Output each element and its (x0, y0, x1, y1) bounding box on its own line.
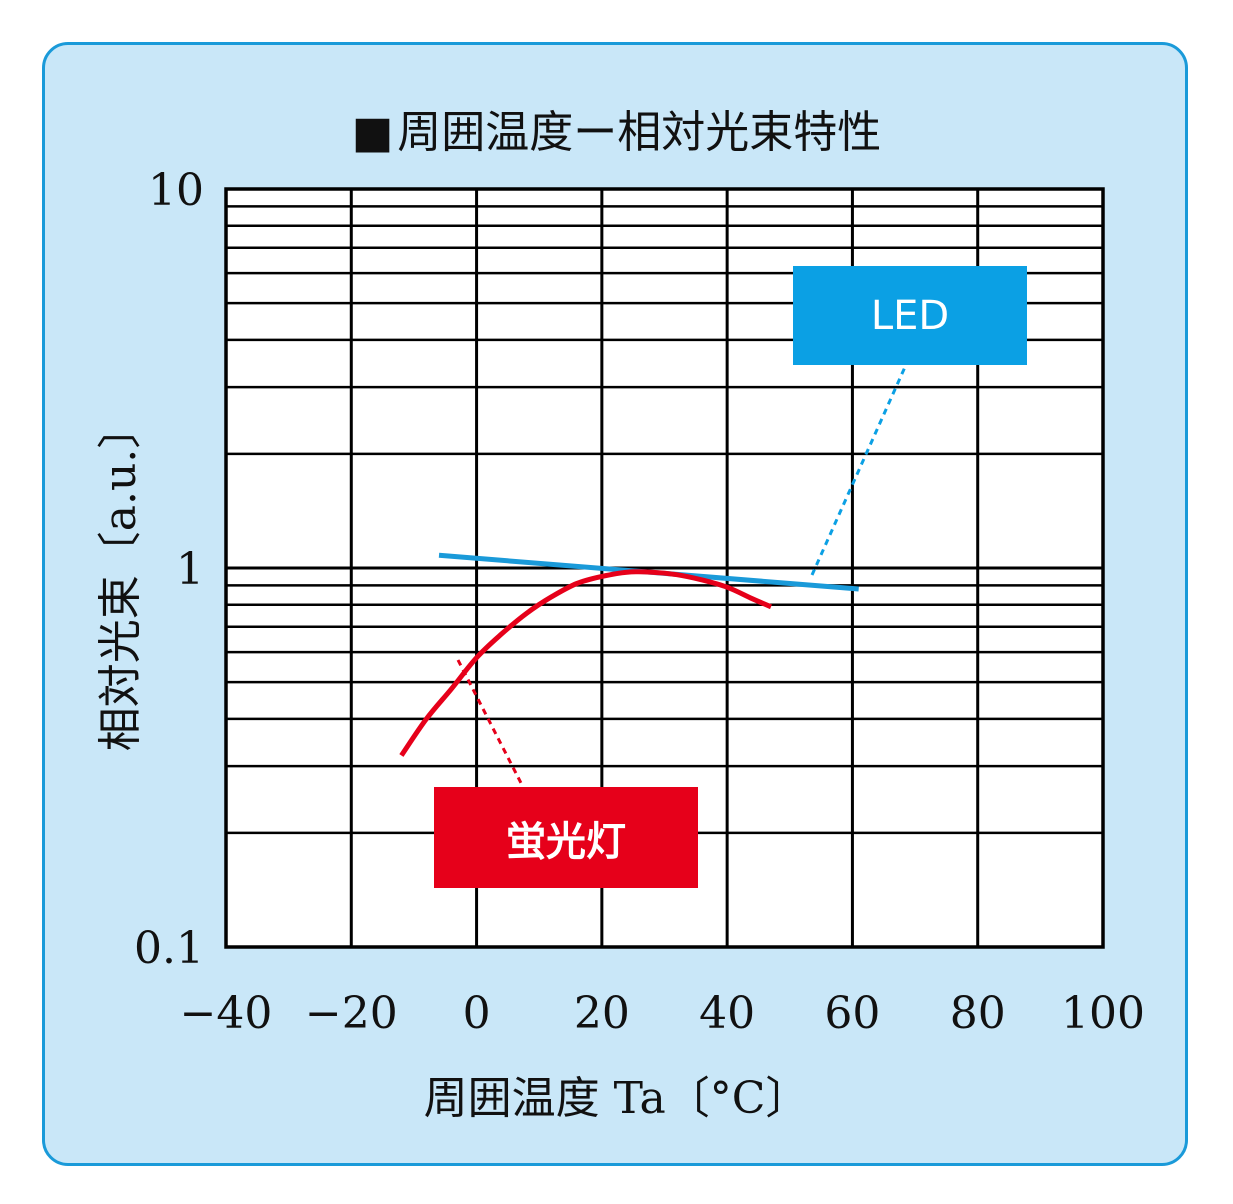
led-leader-line (810, 366, 907, 576)
chart-title: ■周囲温度ー相対光束特性 (0, 96, 1233, 160)
x-tick-label: −20 (305, 988, 398, 1039)
title-square-marker: ■ (351, 107, 394, 158)
x-tick-label: 80 (950, 988, 1006, 1039)
y-tick-label: 10 (148, 165, 204, 216)
x-tick-label: 100 (1061, 988, 1145, 1039)
y-tick-label: 0.1 (134, 923, 204, 974)
x-tick-label: 60 (824, 988, 880, 1039)
x-tick-label: 40 (699, 988, 755, 1039)
x-tick-label: −40 (180, 988, 273, 1039)
x-tick-label: 0 (463, 988, 491, 1039)
fluorescent-callout: 蛍光灯 (434, 787, 698, 888)
y-axis-label: 相対光束〔a.u.〕 (95, 404, 146, 752)
x-tick-label: 20 (574, 988, 630, 1039)
plot-frame (224, 187, 1105, 949)
x-axis-label: 周囲温度 Ta〔°C〕 (423, 1073, 810, 1124)
chart-title-text: 周囲温度ー相対光束特性 (397, 107, 882, 158)
led-callout: LED (793, 266, 1027, 365)
y-tick-label: 1 (176, 544, 204, 595)
fluorescent-series-line (399, 569, 773, 757)
fluorescent-leader-line (456, 659, 524, 786)
